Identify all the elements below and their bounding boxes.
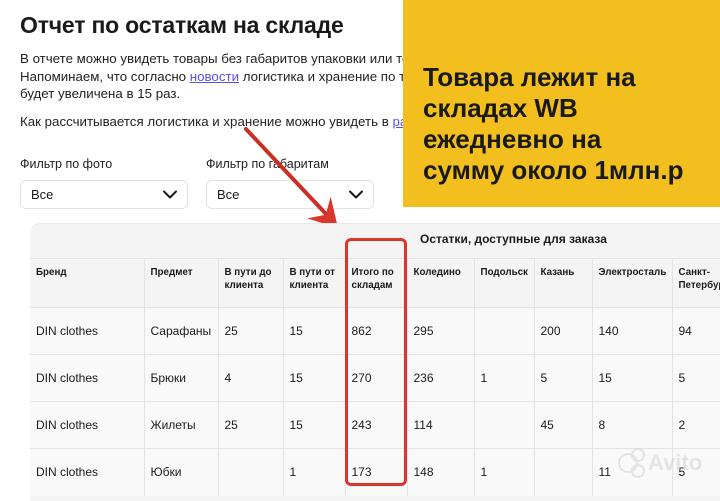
svg-text:Avito: Avito [648, 450, 702, 475]
